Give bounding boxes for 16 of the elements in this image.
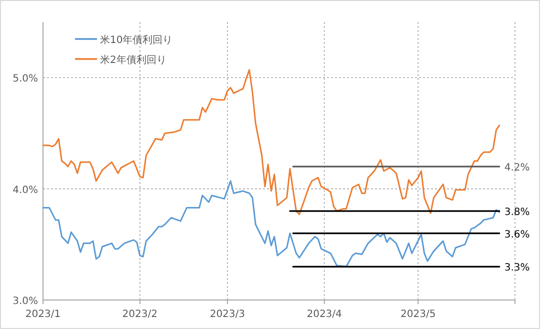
y-tick-label: 3.0% (12, 296, 38, 307)
series-label: 4.2% (504, 162, 530, 174)
x-tick-label: 2023/1 (25, 309, 61, 320)
legend-label: 米10年債利回り (100, 34, 173, 46)
series-label: 3.8% (504, 207, 530, 218)
x-tick-label: 2023/3 (210, 309, 246, 320)
line-series (42, 69, 500, 216)
x-tick-label: 2023/4 (306, 309, 342, 320)
y-tick-label: 4.0% (12, 184, 38, 196)
x-tick-label: 2023/5 (400, 309, 436, 320)
x-tick-label: 2023/2 (122, 309, 158, 320)
series-label: 3.6% (504, 229, 530, 240)
series-label: 3.3% (504, 262, 530, 274)
line-series (42, 180, 500, 268)
legend-label: 米2年債利回り (100, 54, 166, 66)
y-tick-label: 5.0% (12, 74, 38, 85)
